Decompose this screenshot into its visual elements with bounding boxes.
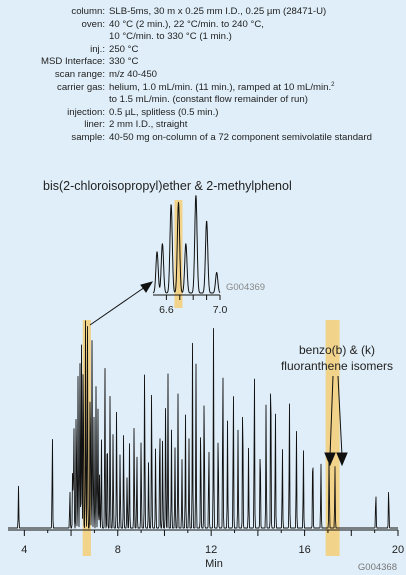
condition-value-text: 0.5 µL, splitless (0.5 min.) xyxy=(109,106,219,118)
inset-chromatogram-trace xyxy=(152,195,221,294)
condition-key: scan range: xyxy=(54,68,105,80)
condition-row: to 1.5 mL/min. (constant flow remainder … xyxy=(0,94,406,107)
x-axis-ticks: 4 8 12 16 20 xyxy=(21,530,404,556)
annotation-arrows xyxy=(324,375,348,467)
condition-value-text: 40-50 mg on-column of a 72 component sem… xyxy=(109,131,372,143)
condition-row: MSD Interface: 330 °C xyxy=(0,56,406,69)
condition-value: 40-50 mg on-column of a 72 component sem… xyxy=(109,132,406,145)
condition-row: inj.: 250 °C xyxy=(0,44,406,57)
main-chromatogram-trace xyxy=(8,320,398,529)
method-conditions: column: SLB-5ms, 30 m x 0.25 mm I.D., 0.2… xyxy=(0,6,406,145)
inset-x-axis-ticks: 6.6 7.0 xyxy=(159,295,227,316)
condition-key: injection: xyxy=(67,106,105,118)
condition-key: MSD Interface: xyxy=(41,56,105,68)
condition-key: carrier gas: xyxy=(57,81,105,93)
inset-x-tick-label: 7.0 xyxy=(213,304,228,316)
inset-x-tick-label: 6.6 xyxy=(159,304,174,316)
condition-value: 250 °C xyxy=(109,44,406,57)
zoom-callout-arrow xyxy=(89,281,154,326)
main-figure-code: G004368 xyxy=(358,562,397,573)
condition-row: sample: 40-50 mg on-column of a 72 compon… xyxy=(0,132,406,145)
condition-row: 10 °C/min. to 330 °C (1 min.) xyxy=(0,31,406,44)
x-tick-label: 12 xyxy=(205,544,217,556)
condition-key: column: xyxy=(71,6,105,17)
condition-key: inj.: xyxy=(90,43,105,55)
inset-title: bis(2-chloroisopropyl)ether & 2-methylph… xyxy=(43,179,292,193)
condition-value: 0.5 µL, splitless (0.5 min.) xyxy=(109,107,406,120)
condition-row: liner: 2 mm I.D., straight xyxy=(0,119,406,132)
condition-value: SLB-5ms, 30 m x 0.25 mm I.D., 0.25 µm (2… xyxy=(109,6,406,19)
x-tick-label: 8 xyxy=(115,544,121,556)
x-axis-label: Min xyxy=(205,558,223,570)
condition-superscript: 2 xyxy=(331,81,335,88)
condition-row: oven: 40 °C (2 min.), 22 °C/min. to 240 °… xyxy=(0,19,406,32)
x-tick-label: 4 xyxy=(21,544,27,556)
condition-key xyxy=(0,94,109,107)
condition-value: m/z 40-450 xyxy=(109,69,406,82)
condition-value-text: to 1.5 mL/min. (constant flow remainder … xyxy=(109,94,308,106)
condition-row: carrier gas: helium, 1.0 mL/min. (11 min.… xyxy=(0,81,406,95)
condition-value-text: 40 °C (2 min.), 22 °C/min. to 240 °C, xyxy=(109,18,264,30)
condition-value: to 1.5 mL/min. (constant flow remainder … xyxy=(109,94,406,107)
condition-row: injection: 0.5 µL, splitless (0.5 min.) xyxy=(0,107,406,120)
condition-key: liner: xyxy=(84,119,105,131)
main-annotation-line-1: benzo(b) & (k) xyxy=(299,343,375,357)
x-tick-label: 16 xyxy=(298,544,310,556)
condition-value-text: helium, 1.0 mL/min. (11 min.), ramped at… xyxy=(109,81,332,93)
condition-value-text: 330 °C xyxy=(109,56,139,68)
condition-value: 10 °C/min. to 330 °C (1 min.) xyxy=(109,31,406,44)
condition-value: helium, 1.0 mL/min. (11 min.), ramped at… xyxy=(109,81,406,95)
inset-figure-code: G004369 xyxy=(226,282,265,293)
condition-key: oven: xyxy=(81,18,105,30)
condition-key xyxy=(0,31,109,44)
condition-value-text: SLB-5ms, 30 m x 0.25 mm I.D., 0.25 µm (2… xyxy=(109,6,327,17)
inset-highlight-band xyxy=(174,200,183,308)
condition-row: column: SLB-5ms, 30 m x 0.25 mm I.D., 0.2… xyxy=(0,6,406,19)
condition-value-text: 2 mm I.D., straight xyxy=(109,119,188,131)
condition-value: 330 °C xyxy=(109,56,406,69)
condition-row: scan range: m/z 40-450 xyxy=(0,69,406,82)
inset-highlight xyxy=(174,200,183,308)
condition-value-text: 250 °C xyxy=(109,43,139,55)
x-tick-label: 20 xyxy=(392,544,404,556)
condition-value: 2 mm I.D., straight xyxy=(109,119,406,132)
condition-value-text: m/z 40-450 xyxy=(109,68,157,80)
condition-value-text: 10 °C/min. to 330 °C (1 min.) xyxy=(109,31,232,43)
condition-key: sample: xyxy=(71,131,105,143)
main-annotation-line-2: fluoranthene isomers xyxy=(281,359,393,373)
condition-value: 40 °C (2 min.), 22 °C/min. to 240 °C, xyxy=(109,19,406,32)
